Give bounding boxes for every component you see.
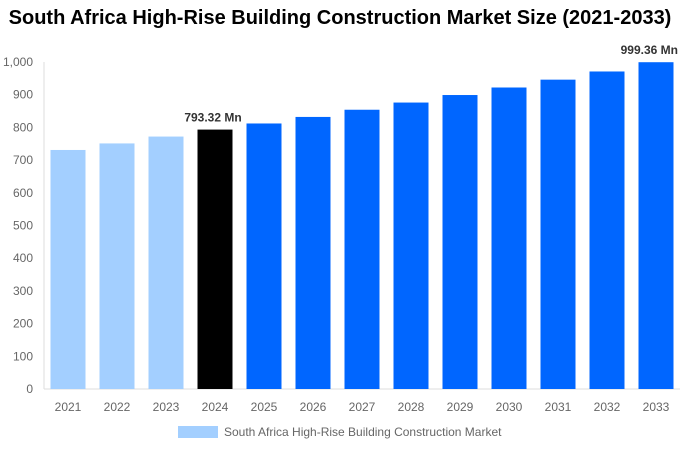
x-tick-label: 2027 — [349, 400, 376, 414]
bar-2024 — [197, 129, 233, 390]
y-tick-label: 900 — [13, 88, 33, 102]
x-tick-label: 2021 — [55, 400, 82, 414]
y-tick-label: 0 — [26, 382, 33, 396]
bar-2027 — [344, 109, 380, 389]
x-tick-label: 2028 — [398, 400, 425, 414]
data-label: 999.36 Mn — [621, 43, 678, 57]
legend: South Africa High-Rise Building Construc… — [178, 425, 501, 439]
bar-2031 — [540, 79, 576, 390]
x-tick-label: 2031 — [545, 400, 572, 414]
bar-2023 — [148, 136, 184, 389]
bar-2033 — [638, 62, 674, 389]
x-tick-label: 2030 — [496, 400, 523, 414]
bar-2025 — [246, 123, 282, 389]
x-tick-label: 2032 — [594, 400, 621, 414]
x-tick-label: 2033 — [643, 400, 670, 414]
bar-2022 — [99, 143, 135, 389]
y-tick-label: 200 — [13, 317, 33, 331]
bar-2021 — [50, 149, 86, 389]
legend-swatch — [178, 426, 218, 438]
y-tick-label: 700 — [13, 153, 33, 167]
x-tick-label: 2023 — [153, 400, 180, 414]
y-tick-label: 800 — [13, 120, 33, 134]
bar-2029 — [442, 95, 478, 389]
x-tick-label: 2022 — [104, 400, 131, 414]
chart-title: South Africa High-Rise Building Construc… — [8, 7, 672, 29]
y-tick-label: 600 — [13, 186, 33, 200]
x-tick-label: 2025 — [251, 400, 278, 414]
bar-2028 — [393, 102, 429, 389]
y-tick-label: 500 — [13, 219, 33, 233]
data-label: 793.32 Mn — [184, 111, 241, 125]
bar-2030 — [491, 87, 527, 390]
x-tick-label: 2024 — [202, 400, 229, 414]
y-tick-label: 100 — [13, 349, 33, 363]
x-tick-label: 2026 — [300, 400, 327, 414]
y-tick-label: 300 — [13, 284, 33, 298]
y-tick-label: 1,000 — [3, 55, 33, 69]
legend-label: South Africa High-Rise Building Construc… — [224, 425, 502, 439]
bar-2026 — [295, 116, 331, 389]
x-tick-label: 2029 — [447, 400, 474, 414]
bar-2032 — [589, 71, 625, 389]
y-tick-label: 400 — [13, 251, 33, 265]
